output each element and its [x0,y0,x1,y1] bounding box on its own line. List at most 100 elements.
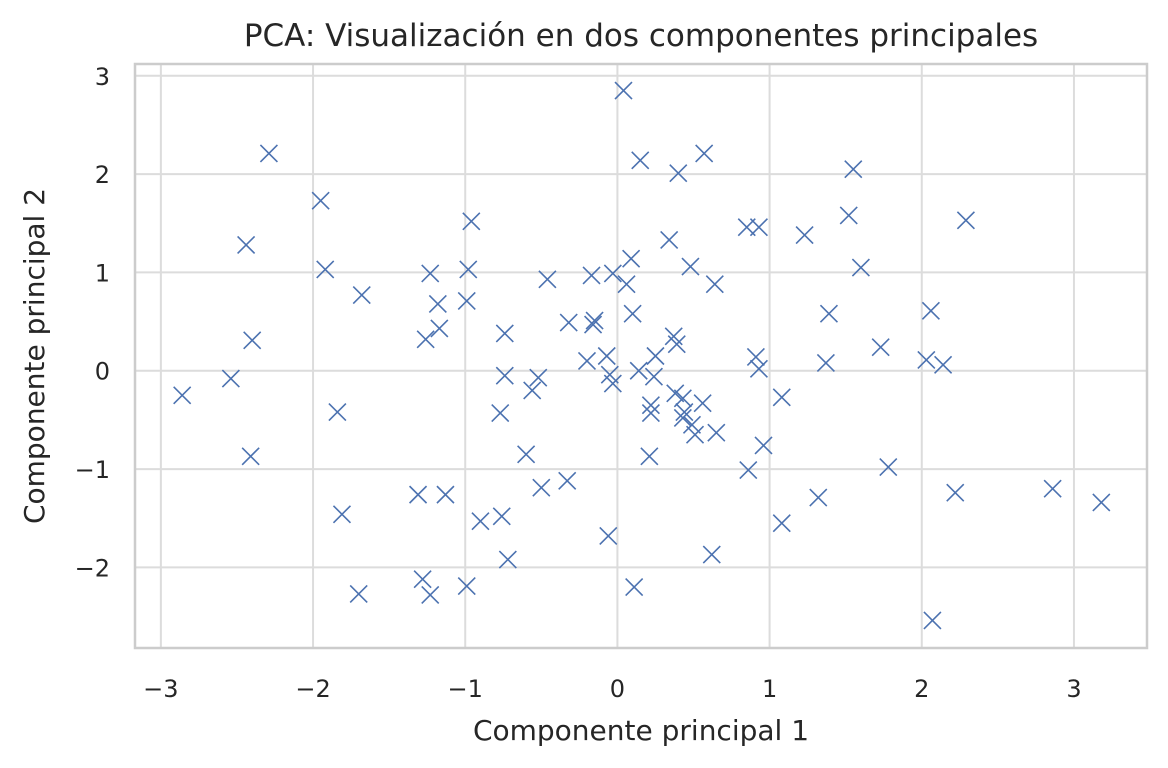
data-point-marker [498,550,517,569]
data-point-marker [809,488,828,507]
data-point-marker [529,368,548,387]
data-point-marker [585,311,604,330]
data-point-marker [558,471,577,490]
data-point-marker [772,514,791,533]
data-point-marker [421,585,440,604]
data-point-marker [640,447,659,466]
plot-frame [133,62,1149,650]
data-point-marker [673,408,692,428]
data-point-marker [459,260,478,279]
data-point-marker [622,249,641,268]
x-tick-label: −1 [448,675,483,703]
data-point-marker [667,335,686,354]
data-point-marker [819,304,839,323]
data-point-marker [243,331,262,350]
data-point-marker [917,350,936,369]
data-point-marker [577,351,597,370]
data-point-marker [631,151,650,170]
data-point-marker [328,402,347,422]
x-axis-label: Componente principal 1 [473,714,809,747]
data-point-marker [413,570,432,589]
data-point-marker [517,445,536,464]
data-point-marker [669,164,688,183]
y-tick-label: 2 [95,161,110,189]
y-tick-label: −2 [75,554,110,582]
data-point-marker [582,266,601,285]
data-point-marker [221,369,240,388]
y-tick-label: 0 [95,358,110,386]
data-point-marker [352,285,371,305]
x-tick-label: 1 [762,675,777,703]
data-point-marker [660,230,679,250]
x-tick-label: 0 [610,675,625,703]
data-point-marker [241,447,260,466]
data-point-marker [617,275,636,294]
data-points [173,81,1111,630]
data-point-marker [259,144,278,163]
chart-title: PCA: Visualización en dos componentes pr… [244,18,1038,54]
data-point-marker [625,577,644,597]
data-point-marker [921,301,940,320]
data-point-marker [629,361,648,380]
data-point-marker [311,191,330,210]
data-point-marker [538,270,557,289]
data-point-marker [934,355,953,374]
data-point-marker [523,381,542,400]
data-point-marker [491,403,510,423]
data-point-marker [457,291,476,311]
data-point-marker [614,81,633,100]
data-point-marker [583,315,603,334]
data-point-marker [430,319,449,338]
data-point-marker [603,264,622,283]
data-point-marker [702,545,721,564]
data-point-marker [816,353,835,372]
data-point-marker [462,212,481,231]
data-point-marker [795,226,814,245]
data-point-marker [851,258,870,277]
data-point-marker [772,388,791,407]
data-point-marker [749,218,769,237]
x-tick-label: 2 [914,675,929,703]
data-point-marker [746,347,765,367]
data-point-marker [495,366,514,385]
data-point-marker [532,478,551,497]
data-point-marker [871,338,890,357]
data-point-marker [349,584,368,603]
data-point-marker [879,458,898,477]
data-point-marker [923,611,942,630]
data-point-marker [495,324,514,343]
y-tick-label: −1 [75,456,110,484]
data-point-marker [682,415,702,434]
data-point-marker [644,367,664,386]
data-point-marker [421,264,440,283]
data-point-marker [173,386,192,405]
data-point-marker [492,507,511,526]
data-point-marker [839,206,858,225]
x-tick-label: 3 [1066,675,1081,703]
data-point-marker [844,160,863,179]
data-point-marker [428,294,447,313]
data-point-marker [646,346,665,366]
data-point-marker [623,304,642,323]
data-point-marker [641,403,660,423]
data-point-marker [956,211,975,230]
data-point-marker [705,275,724,294]
data-point-marker [597,346,616,366]
tick-labels: −3 −2 −1 0 1 2 3 −2 −1 0 1 2 3 [75,63,1082,703]
data-point-marker [471,512,490,531]
data-point-marker [559,313,578,332]
y-axis-label: Componente principal 2 [18,188,51,524]
data-point-marker [1043,479,1062,498]
data-point-marker [681,257,700,276]
x-tick-label: −2 [295,675,330,703]
data-point-marker [707,423,726,442]
data-point-marker [946,483,965,502]
data-point-marker [408,485,428,504]
data-point-marker [599,526,618,545]
x-tick-label: −3 [143,675,178,703]
data-point-marker [739,460,758,480]
data-point-marker [685,425,705,444]
data-point-marker [436,485,455,504]
data-point-marker [693,394,712,413]
